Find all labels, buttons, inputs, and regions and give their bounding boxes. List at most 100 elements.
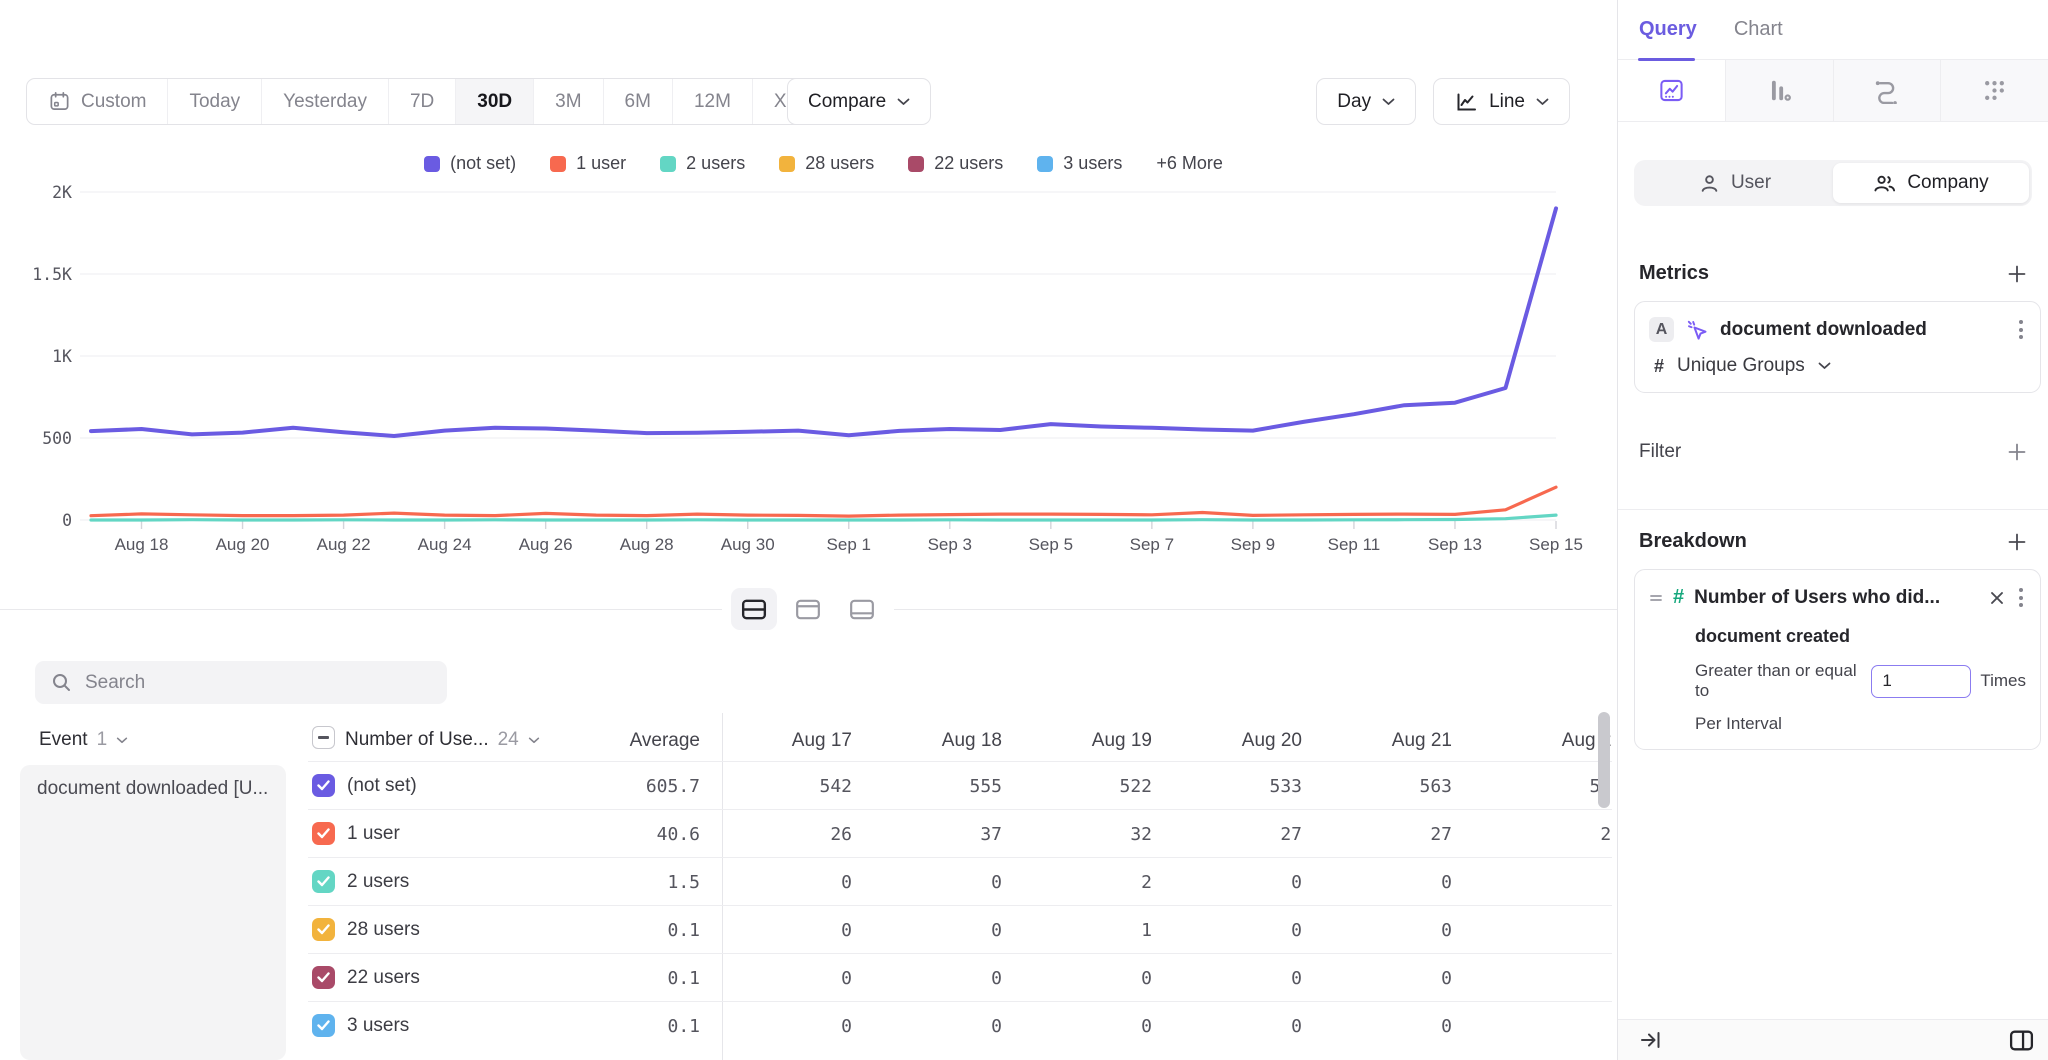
people-icon	[1873, 173, 1896, 194]
range-12m[interactable]: 12M	[673, 79, 753, 124]
range-6m[interactable]: 6M	[604, 79, 673, 124]
arrow-to-bar-icon	[1638, 1028, 1662, 1052]
series-line[interactable]	[91, 487, 1556, 516]
breakdown-card[interactable]: # Number of Users who did... document cr…	[1634, 569, 2041, 750]
main-panel: CustomTodayYesterday7D30D3M6M12MXTD Comp…	[0, 0, 1617, 1060]
row-checkbox[interactable]	[312, 774, 335, 797]
table-rows: (not set)605.75425555225335635301 user40…	[0, 762, 1617, 1050]
collapse-panel-button[interactable]	[1638, 1028, 1662, 1052]
table-row[interactable]: 22 users0.1000000	[0, 954, 1617, 1002]
event-column-count: 1	[97, 729, 108, 751]
breakdown-more-button[interactable]	[2016, 585, 2026, 610]
range-today[interactable]: Today	[168, 79, 262, 124]
chart-type-flow[interactable]	[1834, 60, 1942, 121]
range-7d[interactable]: 7D	[389, 79, 456, 124]
add-breakdown-button[interactable]	[2006, 531, 2028, 553]
row-checkbox[interactable]	[312, 918, 335, 941]
date-column-header[interactable]: Aug 21	[1302, 730, 1452, 752]
date-column-header[interactable]: Aug 19	[1002, 730, 1152, 752]
chart-type-bar[interactable]	[1726, 60, 1834, 121]
tab-chart[interactable]: Chart	[1734, 18, 1783, 41]
table-row[interactable]: 3 users0.1000000	[0, 1002, 1617, 1050]
x-axis-label: Sep 9	[1231, 535, 1275, 554]
breakdown-event-name[interactable]: document created	[1695, 626, 2026, 647]
group-column-label: Number of Use...	[345, 729, 489, 751]
breakdown-card-body: document created Greater than or equal t…	[1649, 626, 2026, 734]
value-cell: 0	[852, 968, 1002, 989]
range-custom[interactable]: Custom	[27, 79, 168, 124]
row-checkbox[interactable]	[312, 1014, 335, 1037]
plus-icon	[2006, 441, 2028, 463]
value-cell: 26	[702, 824, 852, 845]
search-input[interactable]: Search	[35, 661, 447, 704]
granularity-button[interactable]: Day	[1316, 78, 1416, 125]
chart-type-grid[interactable]	[1941, 60, 2048, 121]
select-all-checkbox[interactable]	[312, 726, 335, 749]
metric-measure-row[interactable]: # Unique Groups	[1649, 355, 2026, 377]
breakdown-property-name[interactable]: Number of Users who did...	[1694, 587, 1978, 609]
range-yesterday[interactable]: Yesterday	[262, 79, 389, 124]
line-chart-icon	[1658, 77, 1685, 104]
vertical-scrollbar[interactable]	[1598, 712, 1610, 808]
series-line[interactable]	[91, 208, 1556, 436]
value-cell: 0	[1152, 1016, 1302, 1037]
chart-type-line[interactable]	[1618, 60, 1726, 121]
metrics-section-header: Metrics	[1618, 262, 2048, 285]
table-row[interactable]: (not set)605.7542555522533563530	[0, 762, 1617, 810]
range-3m[interactable]: 3M	[534, 79, 603, 124]
chart-type-selector	[1618, 60, 2048, 122]
metric-more-button[interactable]	[2016, 317, 2026, 342]
compare-button[interactable]: Compare	[787, 78, 931, 125]
date-column-header[interactable]: Aug 22	[1452, 730, 1612, 752]
scope-company[interactable]: Company	[1833, 163, 2029, 203]
value-cell: 0	[1302, 872, 1452, 893]
x-axis-label: Aug 30	[721, 535, 775, 554]
line-chart[interactable]: 05001K1.5K2KAug 18Aug 20Aug 22Aug 24Aug …	[0, 140, 1617, 570]
x-axis-label: Aug 20	[216, 535, 270, 554]
grid-dots-icon	[1981, 77, 2008, 104]
date-column-header[interactable]: Aug 18	[852, 730, 1002, 752]
add-metric-button[interactable]	[2006, 263, 2028, 285]
scope-user[interactable]: User	[1637, 163, 1833, 203]
drag-handle[interactable]	[1649, 592, 1663, 604]
check-icon	[317, 780, 330, 791]
value-cell: 0	[1452, 872, 1612, 893]
breakdown-threshold-input[interactable]	[1871, 665, 1971, 698]
date-column-header[interactable]: Aug 17	[702, 730, 852, 752]
x-axis-label: Sep 11	[1328, 535, 1381, 554]
split-view-button[interactable]	[731, 588, 777, 630]
metric-card[interactable]: A document downloaded # Unique Groups	[1634, 301, 2041, 393]
event-column-header[interactable]: Event 1	[39, 729, 128, 751]
range-30d[interactable]: 30D	[456, 79, 534, 124]
row-checkbox[interactable]	[312, 966, 335, 989]
row-average: 40.6	[540, 824, 700, 845]
tab-query[interactable]: Query	[1639, 18, 1697, 41]
breakdown-card-header: # Number of Users who did...	[1649, 585, 2026, 610]
metric-event-name[interactable]: document downloaded	[1720, 319, 2005, 341]
value-cell: 0	[1302, 968, 1452, 989]
chart-type-button[interactable]: Line	[1433, 78, 1570, 125]
scope-company-label: Company	[1907, 172, 1988, 194]
x-axis-label: Aug 22	[317, 535, 371, 554]
date-column-header[interactable]: Aug 20	[1152, 730, 1302, 752]
table-only-view-button[interactable]	[839, 588, 885, 630]
value-cell: 0	[1152, 872, 1302, 893]
chart-only-view-button[interactable]	[785, 588, 831, 630]
group-column-header[interactable]: Number of Use... 24	[345, 729, 540, 751]
row-label: 3 users	[347, 1015, 409, 1037]
average-column-header[interactable]: Average	[540, 730, 700, 752]
add-filter-button[interactable]	[2006, 441, 2028, 463]
value-cell: 27	[1152, 824, 1302, 845]
table-row[interactable]: 2 users1.5002000	[0, 858, 1617, 906]
value-cell: 0	[1452, 1016, 1612, 1037]
x-axis-label: Aug 24	[418, 535, 472, 554]
row-checkbox[interactable]	[312, 870, 335, 893]
table-row[interactable]: 1 user40.6263732272728	[0, 810, 1617, 858]
row-average: 0.1	[540, 1016, 700, 1037]
toggle-panel-button[interactable]	[2008, 1028, 2035, 1053]
remove-breakdown-button[interactable]	[1988, 589, 2006, 607]
table-row[interactable]: 28 users0.1001000	[0, 906, 1617, 954]
chevron-down-icon	[1818, 362, 1831, 370]
row-checkbox[interactable]	[312, 822, 335, 845]
scope-user-label: User	[1731, 172, 1771, 194]
